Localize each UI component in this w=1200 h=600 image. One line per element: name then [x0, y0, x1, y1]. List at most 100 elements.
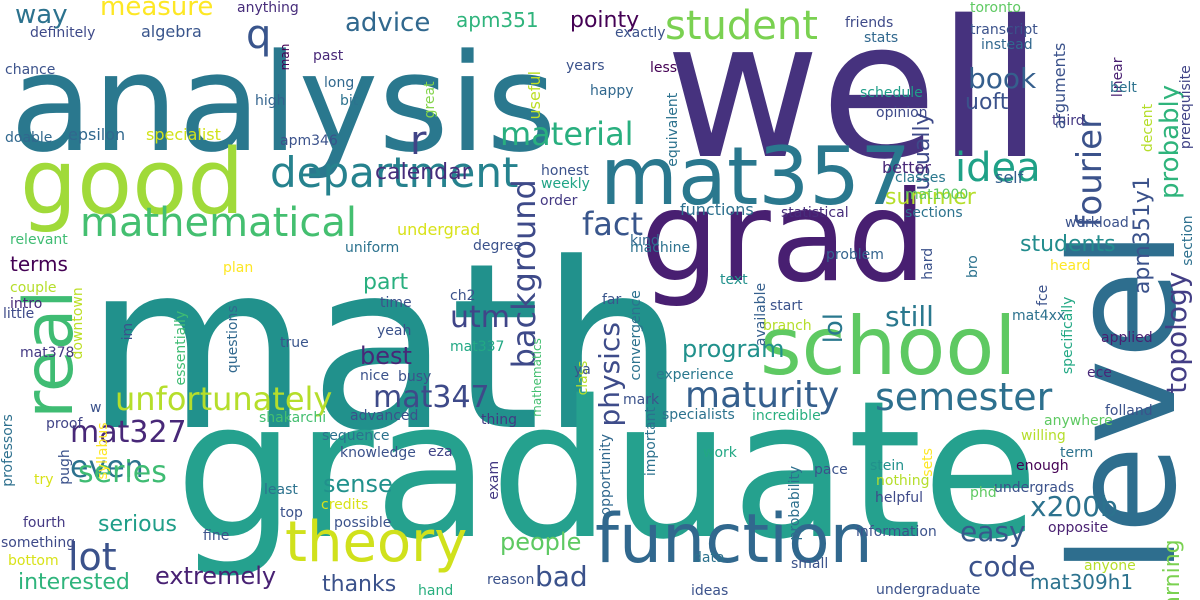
word-hand: hand: [418, 583, 453, 599]
word-level: level: [1040, 230, 1200, 575]
word-advanced: advanced: [350, 408, 418, 424]
word-apm351: apm351: [456, 8, 539, 32]
word-knowledge: knowledge: [340, 445, 416, 461]
word-helpful: helpful: [875, 490, 923, 506]
word-way: way: [15, 0, 68, 30]
word-im: im: [120, 323, 136, 341]
word-classes: classes: [895, 170, 946, 186]
word-applied: applied: [1101, 330, 1153, 346]
word-bit: bit: [340, 93, 359, 109]
word-phd: phd: [970, 485, 997, 501]
word-topology: topology: [1160, 272, 1193, 394]
word-little: little: [3, 306, 34, 322]
word-questions: questions: [225, 305, 241, 373]
word-data: data: [693, 550, 725, 566]
word-statistical: statistical: [781, 205, 849, 221]
word-r: r: [410, 118, 427, 164]
word-nothing: nothing: [876, 473, 929, 489]
word-busy: busy: [398, 369, 431, 385]
word-less: less: [650, 60, 677, 76]
word-department: department: [270, 148, 518, 197]
word-kind: kind: [630, 233, 660, 249]
word-grad: grad: [640, 165, 927, 310]
word-mat1000: mat1000: [905, 187, 968, 203]
word-apm346: apm346: [280, 133, 338, 149]
word-self: self: [995, 168, 1024, 187]
word-eza: eza: [428, 444, 453, 460]
word-x200b: x200b: [1030, 490, 1118, 523]
word-term: term: [1060, 445, 1093, 461]
word-small: small: [791, 556, 828, 572]
word-happy: happy: [590, 83, 634, 99]
word-available: available: [753, 283, 769, 346]
word-q: q: [246, 12, 271, 58]
word-undergrads: undergrads: [994, 480, 1074, 496]
word-ideas: ideas: [691, 583, 728, 599]
word-mat4xx: mat4xx: [1012, 308, 1065, 324]
word-anyone: anyone: [1084, 558, 1136, 574]
word-essentially: essentially: [173, 311, 189, 386]
word-professors: professors: [0, 414, 16, 487]
word-work: work: [703, 445, 738, 461]
word-mathematics: mathematics: [530, 338, 544, 417]
word-maturity: maturity: [685, 375, 839, 416]
word-exactly: exactly: [615, 25, 666, 41]
word-semester: semester: [875, 375, 1053, 419]
word-serious: serious: [98, 512, 177, 537]
word-pace: pace: [814, 462, 848, 478]
word-time: time: [380, 295, 412, 311]
word-mat337: mat337: [450, 339, 504, 355]
word-exam: exam: [486, 461, 502, 500]
word-program: program: [682, 335, 784, 363]
word-summer: summer: [885, 185, 977, 210]
word-measure: measure: [100, 0, 213, 22]
word-honest: honest: [541, 163, 589, 179]
word-thanks: thanks: [322, 572, 396, 597]
word-pugh: pugh: [57, 449, 73, 485]
word-experience: experience: [656, 367, 734, 383]
word-usually: usually: [910, 112, 935, 190]
word-enough: enough: [1016, 458, 1069, 474]
word-physics: physics: [593, 322, 626, 426]
word-unfortunately: unfortunately: [115, 380, 332, 418]
word-doable: doable: [5, 130, 52, 146]
word-undergrad: undergrad: [397, 220, 480, 239]
word-toronto: toronto: [970, 0, 1021, 16]
word-try: try: [34, 472, 54, 488]
word-credits: credits: [321, 497, 368, 513]
word-anything: anything: [237, 0, 299, 16]
word-graduate: graduate: [175, 360, 1039, 581]
word-instead: instead: [981, 37, 1033, 53]
word-proof: proof: [46, 416, 83, 432]
word-terms: terms: [10, 252, 68, 276]
word-interested: interested: [18, 570, 130, 595]
word-relevant: relevant: [10, 232, 68, 248]
word-friends: friends: [845, 15, 893, 31]
word-plan: plan: [223, 260, 253, 276]
word-fact: fact: [582, 205, 643, 243]
word-fine: fine: [203, 528, 229, 544]
word-fourier: fourier: [1070, 115, 1110, 228]
word-mathematical: mathematical: [80, 200, 357, 246]
word-mat309h1: mat309h1: [1030, 570, 1133, 594]
word-equivalent: equivalent: [665, 92, 681, 167]
word-still: still: [885, 300, 934, 333]
word-utm: utm: [450, 300, 510, 335]
word-probably: probably: [1155, 85, 1185, 199]
word-thing: thing: [481, 412, 517, 428]
word-good: good: [20, 130, 244, 235]
word-yeah: yeah: [377, 323, 411, 339]
word-well: well: [665, 0, 1043, 201]
word-code: code: [968, 550, 1036, 583]
word-transcript: transcript: [970, 22, 1038, 38]
word-far: far: [602, 292, 622, 308]
word-book: book: [968, 62, 1037, 95]
word-opportunity: opportunity: [598, 434, 614, 516]
word-reason: reason: [487, 572, 534, 588]
word-useful: useful: [525, 71, 544, 120]
word-w: w: [90, 400, 101, 416]
word-convergence: convergence: [628, 290, 644, 380]
word-start: start: [770, 298, 803, 314]
